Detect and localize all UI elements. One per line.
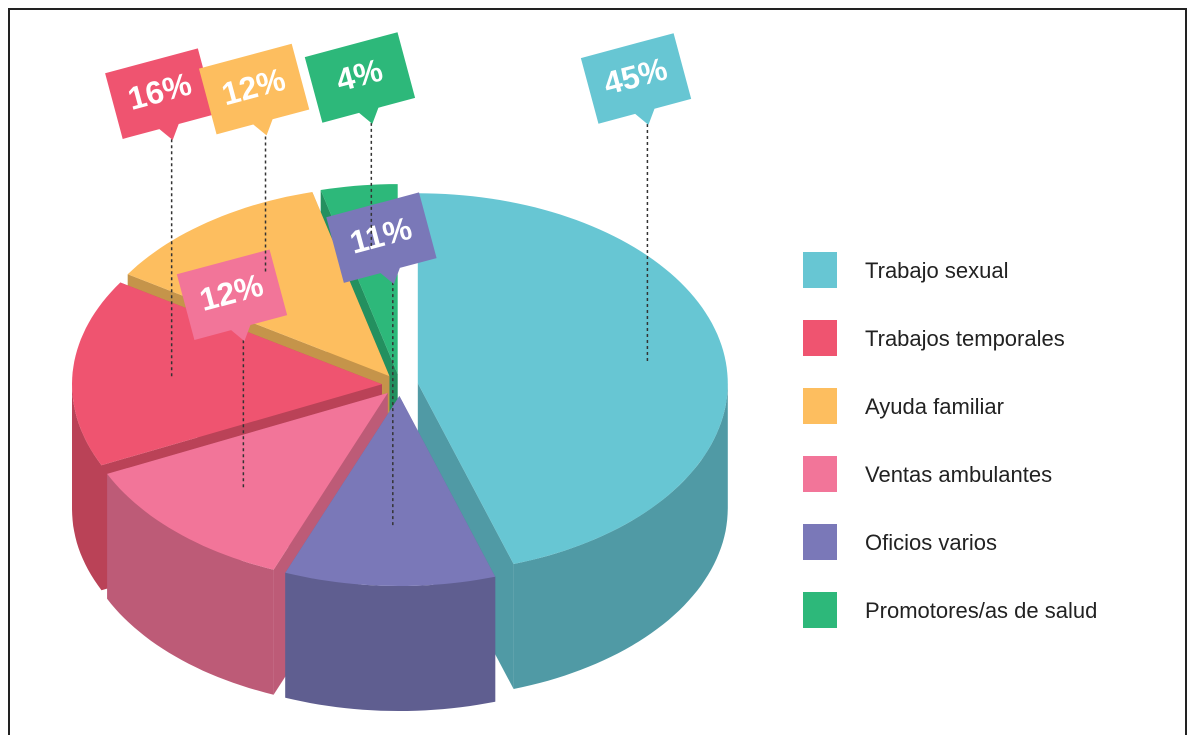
legend-swatch xyxy=(803,388,837,424)
legend-label: Trabajo sexual xyxy=(865,258,1008,283)
legend-swatch xyxy=(803,456,837,492)
legend-swatch xyxy=(803,252,837,288)
slice xyxy=(285,396,496,586)
tag-shape xyxy=(580,33,692,125)
value-tag: 12% xyxy=(176,249,288,342)
slice-side xyxy=(513,383,728,689)
value-tag: 11% xyxy=(326,192,437,285)
pie xyxy=(72,184,728,711)
legend-label: Ventas ambulantes xyxy=(865,462,1052,487)
frame xyxy=(8,8,1187,735)
legend-swatch xyxy=(803,592,837,628)
value-tag: 4% xyxy=(304,32,416,124)
legend-label: Trabajos temporales xyxy=(865,326,1065,351)
tag-shape xyxy=(198,43,310,136)
slice xyxy=(107,393,388,570)
tag-shape xyxy=(326,192,437,285)
value-tag: 16% xyxy=(105,48,216,141)
slice-side xyxy=(285,572,496,711)
legend-swatch xyxy=(803,524,837,560)
slice-side xyxy=(72,384,102,591)
value-tag: 12% xyxy=(198,43,310,136)
legend-label: Oficios varios xyxy=(865,530,997,555)
slice-side xyxy=(107,473,274,695)
slice xyxy=(72,282,382,466)
legend-swatch xyxy=(803,320,837,356)
legend-label: Promotores/as de salud xyxy=(865,598,1097,623)
labels: 45%11%12%16% 12% 4% xyxy=(105,32,692,526)
slice xyxy=(417,193,728,565)
legend-label: Ayuda familiar xyxy=(865,394,1004,419)
tag-shape xyxy=(176,249,288,342)
tag-shape xyxy=(304,32,416,124)
tag-shape xyxy=(105,48,216,141)
legend: Trabajo sexual Trabajos temporales Ayuda f… xyxy=(803,252,1097,628)
value-tag: 45% xyxy=(580,33,692,125)
